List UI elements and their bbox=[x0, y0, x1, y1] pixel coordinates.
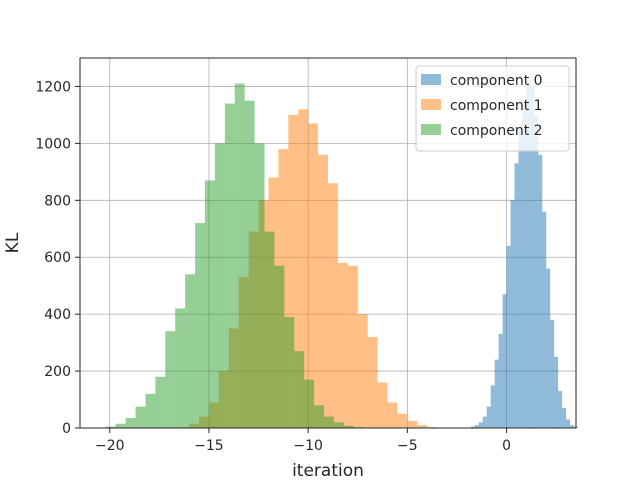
legend-box bbox=[415, 65, 570, 152]
histogram-bar bbox=[534, 114, 539, 428]
histogram-bar bbox=[506, 245, 511, 428]
histogram-bar bbox=[417, 425, 428, 428]
histogram-bar bbox=[470, 426, 475, 428]
histogram-bar bbox=[570, 425, 575, 428]
histogram-bar bbox=[502, 294, 507, 428]
histogram-bar bbox=[165, 331, 176, 428]
histogram-bar bbox=[155, 376, 166, 428]
histogram-bar bbox=[494, 359, 499, 428]
histogram-bar bbox=[294, 351, 305, 428]
histogram-bar bbox=[284, 317, 295, 428]
legend: component 0 component 1 component 2 bbox=[415, 65, 570, 152]
y-axis-label: KL bbox=[3, 232, 23, 253]
histogram-bar bbox=[135, 406, 146, 428]
histogram-bar bbox=[308, 123, 319, 428]
series-2-bars bbox=[105, 83, 364, 429]
y-tick-label: 400 bbox=[44, 307, 71, 323]
histogram-bar bbox=[478, 422, 483, 428]
y-tick-label: 600 bbox=[44, 250, 71, 266]
histogram-bar bbox=[214, 143, 225, 428]
histogram-bar bbox=[343, 425, 354, 428]
histogram-bar bbox=[175, 308, 186, 428]
y-tick-label: 0 bbox=[62, 421, 71, 437]
histogram-bar bbox=[185, 274, 196, 428]
histogram-bar bbox=[387, 402, 398, 428]
histogram-bar bbox=[377, 382, 388, 428]
histogram-bar bbox=[407, 420, 418, 428]
histogram-bar bbox=[566, 419, 571, 428]
y-tick-label: 1000 bbox=[35, 136, 71, 152]
legend-label: component 1 bbox=[450, 98, 543, 114]
histogram-bar bbox=[498, 334, 503, 428]
histogram-bar bbox=[526, 80, 531, 429]
axis-ticks: −20 −15 −10 −5 0 0 200 400 600 800 1000 1200 bbox=[35, 79, 511, 454]
legend-label: component 0 bbox=[450, 73, 543, 89]
histogram-bar bbox=[558, 391, 563, 428]
series-0-bars bbox=[470, 80, 578, 429]
histogram-bar bbox=[490, 385, 495, 428]
histogram-bar bbox=[518, 129, 523, 428]
histogram-bar bbox=[530, 86, 535, 428]
x-tick-label: −5 bbox=[397, 438, 418, 454]
histogram-bar bbox=[510, 200, 515, 428]
histogram-bar bbox=[333, 422, 344, 428]
histogram-bar bbox=[538, 154, 543, 428]
histogram-bar bbox=[542, 211, 547, 428]
histogram-bars bbox=[105, 80, 578, 429]
histogram-bar bbox=[514, 163, 519, 429]
histogram-bar bbox=[562, 408, 567, 428]
histogram-bar bbox=[318, 154, 328, 428]
histogram-bar bbox=[244, 100, 255, 428]
histogram-bar bbox=[254, 143, 265, 428]
histogram-bar bbox=[224, 103, 235, 429]
histogram-bar bbox=[204, 180, 215, 428]
histogram-bar bbox=[274, 265, 285, 428]
histogram-bar bbox=[347, 265, 358, 428]
histogram-bar bbox=[304, 379, 315, 428]
y-tick-label: 1200 bbox=[35, 79, 71, 95]
histogram-bar bbox=[234, 83, 245, 428]
histogram-bar bbox=[554, 356, 559, 428]
legend-swatch bbox=[421, 74, 441, 85]
histogram-bar bbox=[105, 426, 116, 428]
x-tick-label: −10 bbox=[293, 438, 323, 454]
x-tick-label: −20 bbox=[95, 438, 125, 454]
histogram-bar bbox=[367, 336, 378, 428]
histogram-bar bbox=[397, 413, 408, 428]
histogram-bar bbox=[357, 314, 368, 428]
legend-label: component 2 bbox=[450, 123, 543, 139]
legend-swatch bbox=[421, 99, 441, 110]
legend-swatch bbox=[421, 124, 441, 135]
x-tick-label: 0 bbox=[502, 438, 511, 454]
histogram-bar bbox=[324, 416, 334, 428]
x-axis-label: iteration bbox=[292, 461, 364, 480]
x-tick-label: −15 bbox=[194, 438, 224, 454]
histogram-bar bbox=[288, 114, 299, 428]
histogram-bar bbox=[298, 109, 309, 428]
histogram-bar bbox=[145, 393, 156, 428]
y-tick-label: 200 bbox=[44, 364, 71, 380]
histogram-bar bbox=[264, 231, 275, 428]
histogram-bar bbox=[546, 268, 551, 428]
histogram-bar bbox=[328, 183, 338, 428]
histogram-bar bbox=[314, 405, 325, 428]
histogram-bar bbox=[195, 223, 205, 428]
histogram-bar bbox=[337, 262, 348, 428]
histogram-bar bbox=[115, 423, 126, 428]
histogram-bar bbox=[125, 418, 136, 428]
histogram-bar bbox=[474, 425, 479, 428]
histogram-bar bbox=[550, 319, 555, 428]
y-tick-label: 800 bbox=[44, 193, 71, 209]
histogram-bar bbox=[486, 406, 491, 428]
plot-frame bbox=[79, 57, 577, 429]
histogram-bar bbox=[482, 416, 487, 428]
histogram-bar bbox=[522, 103, 527, 429]
